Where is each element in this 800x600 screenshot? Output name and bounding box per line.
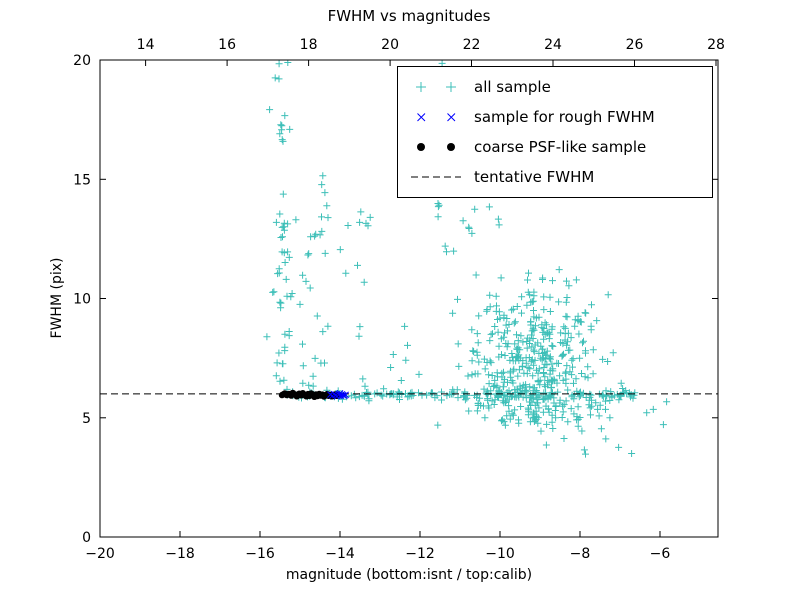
legend: all sample sample for rough FWHM coarse …	[397, 66, 713, 198]
x-axis-label: magnitude (bottom:isnt / top:calib)	[285, 567, 533, 583]
svg-text:10: 10	[73, 292, 91, 308]
svg-text:20: 20	[73, 53, 91, 69]
svg-text:5: 5	[82, 411, 91, 427]
svg-text:28: 28	[707, 37, 725, 53]
plus-marker-icon	[408, 78, 464, 96]
legend-item-tentative-fwhm: tentative FWHM	[408, 162, 702, 192]
svg-text:26: 26	[626, 37, 644, 53]
svg-text:18: 18	[300, 37, 318, 53]
svg-text:−18: −18	[165, 546, 195, 562]
axes-frame	[99, 59, 719, 538]
legend-label: coarse PSF-like sample	[474, 138, 647, 156]
legend-item-rough-fwhm: sample for rough FWHM	[408, 102, 702, 132]
svg-text:14: 14	[137, 37, 155, 53]
y-ticks: 0 5 10 15 20	[73, 53, 718, 546]
svg-text:−20: −20	[85, 546, 115, 562]
legend-item-all-sample: all sample	[408, 72, 702, 102]
legend-label: all sample	[474, 78, 551, 96]
svg-text:16: 16	[218, 37, 236, 53]
chart-title: FWHM vs magnitudes	[327, 7, 491, 25]
legend-label: sample for rough FWHM	[474, 108, 655, 126]
svg-text:−10: −10	[485, 546, 515, 562]
legend-label: tentative FWHM	[474, 168, 595, 186]
svg-text:0: 0	[82, 530, 91, 546]
dot-marker-icon	[408, 138, 464, 156]
x-top-ticks: 14 16 18 20 22 24 26 28	[137, 37, 725, 66]
x-bottom-ticks: −20 −18 −16 −14 −12 −10 −8 −6	[85, 531, 670, 562]
x-marker-icon	[408, 108, 464, 126]
svg-text:15: 15	[73, 172, 91, 188]
y-axis-label: FWHM (pix)	[49, 257, 65, 339]
svg-text:22: 22	[463, 37, 481, 53]
svg-text:−6: −6	[650, 546, 671, 562]
svg-text:−8: −8	[570, 546, 591, 562]
svg-text:24: 24	[544, 37, 562, 53]
dashed-line-icon	[408, 168, 464, 186]
svg-text:−12: −12	[405, 546, 435, 562]
svg-text:−16: −16	[245, 546, 275, 562]
svg-text:−14: −14	[325, 546, 355, 562]
svg-text:20: 20	[381, 37, 399, 53]
series-sample-for-rough-fwhm	[327, 390, 349, 400]
legend-item-psf-sample: coarse PSF-like sample	[408, 132, 702, 162]
